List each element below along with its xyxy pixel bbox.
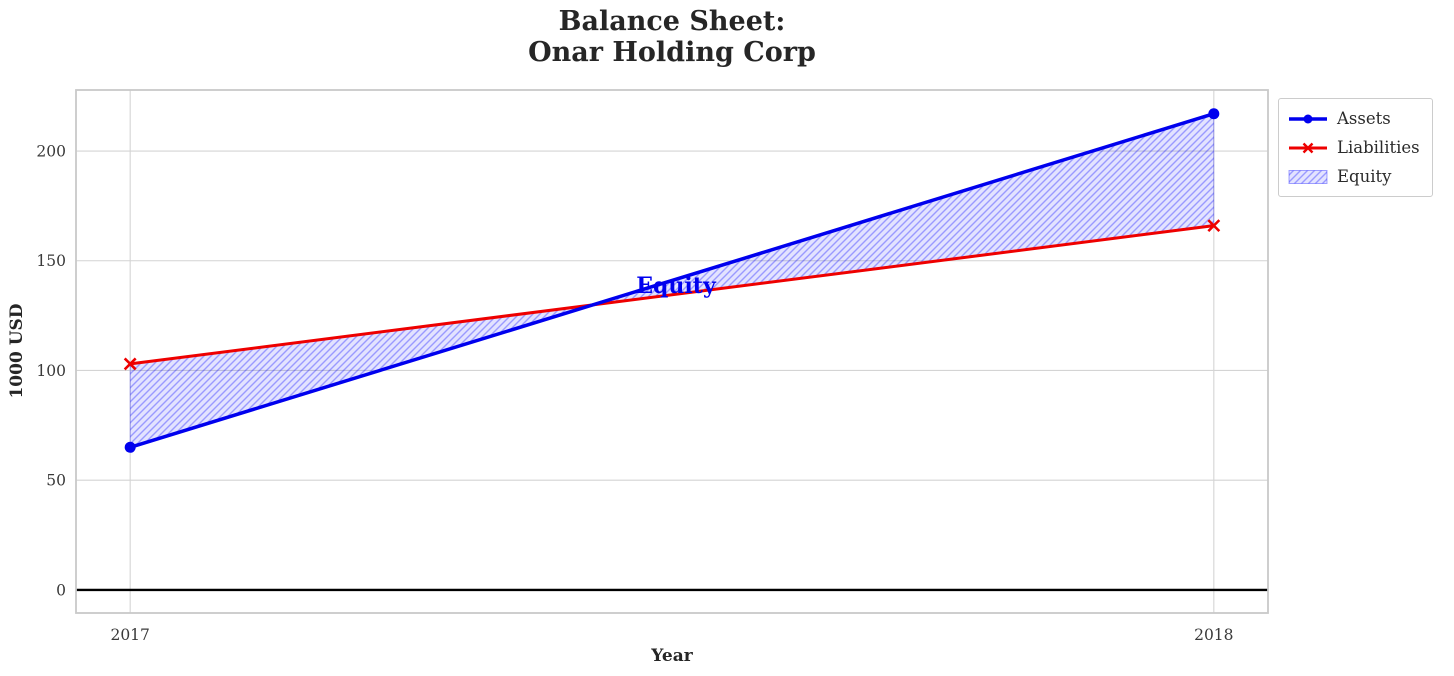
equity-hatch-icon <box>1288 169 1328 184</box>
assets-marker <box>124 441 136 453</box>
legend-item-assets: Assets <box>1288 106 1420 131</box>
y-axis-label: 1000 USD <box>7 303 27 399</box>
x-axis-label: Year <box>651 646 693 666</box>
legend-label-liabilities: Liabilities <box>1337 138 1420 157</box>
y-tick-label: 150 <box>36 252 66 270</box>
legend: Assets Liabilities Equity <box>1278 98 1433 197</box>
assets-line-icon <box>1289 114 1327 123</box>
x-tick-label: 2017 <box>110 626 149 644</box>
liabilities-marker <box>1207 219 1221 233</box>
legend-label-assets: Assets <box>1337 109 1391 128</box>
liabilities-line <box>128 224 1216 366</box>
liabilities-line-icon <box>1289 142 1327 153</box>
legend-item-equity: Equity <box>1288 164 1420 189</box>
axes-spines <box>75 89 1269 614</box>
y-tick-label: 200 <box>36 143 66 161</box>
x-tick-label: 2018 <box>1194 626 1233 644</box>
assets-marker <box>1208 108 1220 120</box>
legend-item-liabilities: Liabilities <box>1288 135 1420 160</box>
assets-line <box>128 111 1216 450</box>
y-tick-label: 50 <box>46 472 66 490</box>
y-tick-label: 100 <box>36 362 66 380</box>
legend-label-equity: Equity <box>1337 167 1392 186</box>
chart-title: Balance Sheet: Onar Holding Corp <box>528 6 816 68</box>
equity-annotation: Equity <box>636 273 716 299</box>
liabilities-marker <box>123 357 137 371</box>
y-tick-label: 0 <box>56 581 66 599</box>
